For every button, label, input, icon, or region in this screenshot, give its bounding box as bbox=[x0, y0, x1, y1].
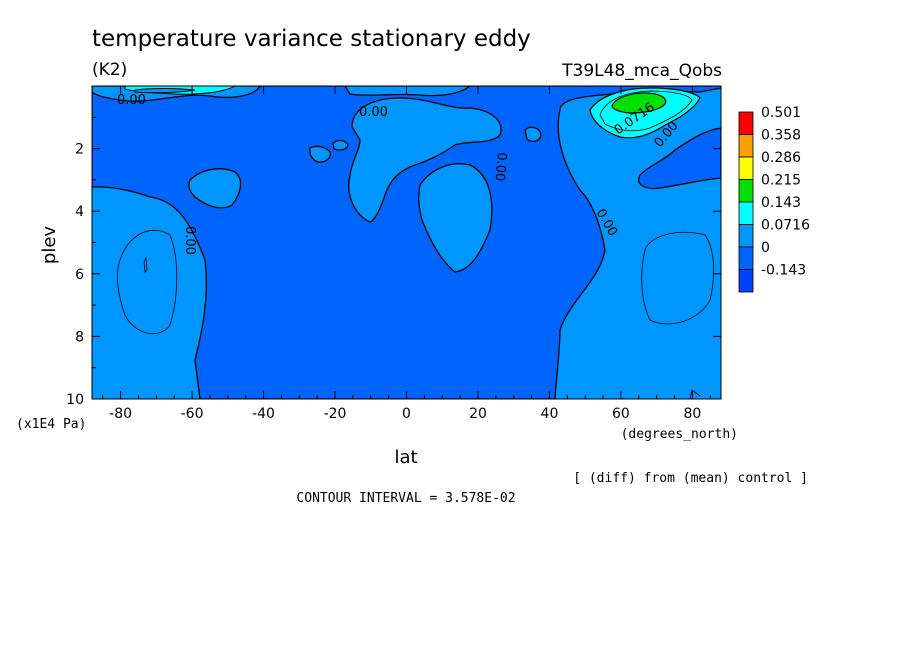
contour-label: 0.00 bbox=[117, 93, 146, 108]
x-tick-label: -80 bbox=[109, 406, 132, 422]
x-axis-label: lat bbox=[394, 447, 417, 468]
contour-interval: CONTOUR INTERVAL = 3.578E-02 bbox=[296, 491, 515, 506]
colorbar-swatch bbox=[738, 111, 754, 135]
x-tick-label: 0 bbox=[402, 406, 411, 422]
region-positive-blob-3 bbox=[332, 139, 349, 151]
colorbar-swatch bbox=[738, 179, 754, 203]
colorbar-label: 0.0716 bbox=[761, 218, 810, 234]
colorbar-swatch bbox=[738, 269, 754, 293]
contour-label: 0.00 bbox=[182, 226, 197, 255]
region-positive-tongue-2 bbox=[348, 97, 502, 223]
chart-title: temperature variance stationary eddy bbox=[92, 26, 531, 52]
x-tick-label: 80 bbox=[683, 406, 701, 422]
region-positive-strip bbox=[134, 88, 196, 94]
contour-line-right-2 bbox=[641, 231, 714, 325]
x-tick-label: 60 bbox=[612, 406, 630, 422]
colorbar: 0.501 0.358 0.286 0.215 0.143 0.0716 0 -0.143 bbox=[738, 105, 810, 293]
contour-line-left bbox=[117, 229, 178, 334]
contour-label: 0.00 bbox=[359, 105, 388, 120]
x-tick-label: -60 bbox=[181, 406, 204, 422]
x-tick-label: -20 bbox=[324, 406, 347, 422]
plot-area: 0.00 0.00 0.00 0.00 0.00 0.00 0.0716 -80… bbox=[66, 85, 722, 422]
region-positive-top-mid bbox=[344, 86, 472, 97]
y-axis-label: plev bbox=[39, 226, 60, 265]
colorbar-label: -0.143 bbox=[761, 263, 806, 279]
region-positive-tongue-1 bbox=[418, 163, 493, 273]
experiment-label: T39L48_mca_Qobs bbox=[561, 61, 722, 81]
y-axis: 2 4 6 8 10 bbox=[66, 116, 721, 408]
colorbar-label: 0.143 bbox=[761, 195, 801, 211]
contour-label: 0.00 bbox=[491, 152, 508, 182]
colorbar-label: 0.286 bbox=[761, 150, 801, 166]
contour-line-right-1 bbox=[599, 90, 693, 132]
colorbar-label: 0.358 bbox=[761, 128, 801, 144]
colorbar-label: 0.215 bbox=[761, 173, 801, 189]
x-axis-units: (degrees_north) bbox=[621, 427, 738, 442]
x-tick-label: 40 bbox=[541, 406, 559, 422]
comparison-note: [ (diff) from (mean) control ] bbox=[573, 471, 808, 486]
region-green-right bbox=[611, 92, 667, 114]
y-tick-label: 8 bbox=[75, 329, 84, 345]
region-positive-blob-2 bbox=[309, 145, 331, 163]
colorbar-swatch bbox=[738, 224, 754, 248]
contour-line-bottom-right bbox=[689, 389, 701, 399]
colorbar-label: 0 bbox=[761, 240, 770, 256]
contour-line-left-inner bbox=[143, 256, 148, 273]
y-tick-label: 4 bbox=[75, 204, 84, 220]
colorbar-swatch bbox=[738, 156, 754, 180]
y-axis-units: (x1E4 Pa) bbox=[16, 417, 86, 432]
region-positive-blob-1 bbox=[188, 168, 242, 209]
y-tick-label: 10 bbox=[66, 392, 84, 408]
region-positive-blob-4 bbox=[524, 126, 542, 142]
colorbar-swatch bbox=[738, 246, 754, 270]
y-tick-label: 6 bbox=[75, 267, 84, 283]
x-axis: -80 -60 -40 -20 0 20 40 60 80 bbox=[102, 86, 711, 422]
region-negative-main bbox=[92, 86, 721, 399]
colorbar-swatch bbox=[738, 134, 754, 158]
y-tick-label: 2 bbox=[75, 142, 84, 158]
colorbar-swatch bbox=[738, 201, 754, 225]
region-negative-right bbox=[638, 127, 721, 190]
x-tick-label: 20 bbox=[469, 406, 487, 422]
units-label: (K2) bbox=[92, 60, 127, 80]
x-tick-label: -40 bbox=[252, 406, 275, 422]
colorbar-label: 0.501 bbox=[761, 105, 801, 121]
